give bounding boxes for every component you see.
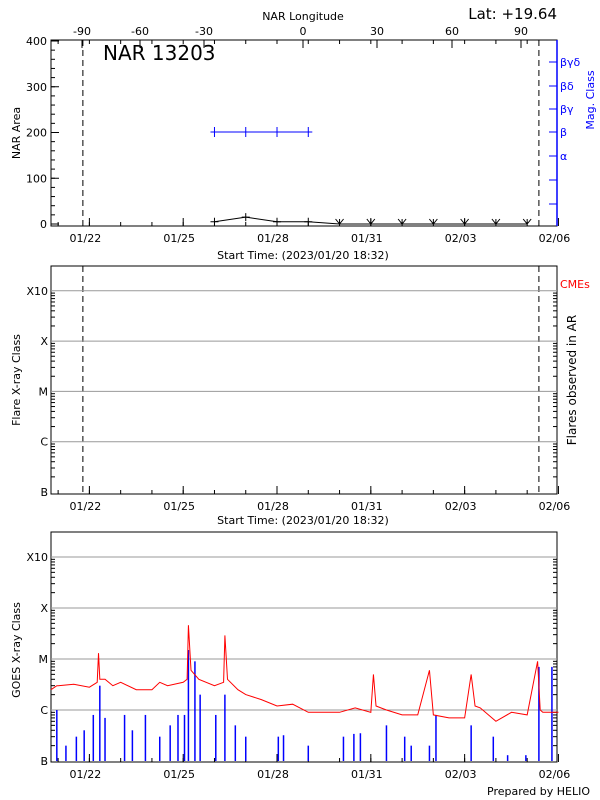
y-tick-label: 300 xyxy=(26,81,47,94)
panel1-y2label: Mag. Class xyxy=(584,70,597,129)
mag-class-label: β xyxy=(560,126,567,139)
panel2-frame xyxy=(50,265,558,495)
panel3-ylabel: GOES X-ray Class xyxy=(10,602,23,698)
y-tick-label: M xyxy=(39,653,49,666)
y-tick-label: 0 xyxy=(40,218,47,231)
x-tick-label: 02/06 xyxy=(539,768,571,781)
nar-area-point xyxy=(273,217,282,226)
nar-area-zero-marker xyxy=(335,218,344,225)
y-tick-label: X10 xyxy=(26,551,48,564)
x-tick-label: 02/03 xyxy=(445,232,477,245)
x-tick-label: 01/31 xyxy=(351,232,383,245)
panel1-ylabel: NAR Area xyxy=(10,107,23,159)
x-tick-label: 01/28 xyxy=(257,232,289,245)
y-tick-label: B xyxy=(40,755,48,768)
footer-credit: Prepared by HELIO xyxy=(487,785,590,798)
x-tick-label: 01/22 xyxy=(70,500,102,513)
x-tick-label: 01/31 xyxy=(351,500,383,513)
top-tick-label: -60 xyxy=(131,25,149,38)
top-tick-label: -90 xyxy=(73,25,91,38)
nar-area-zero-marker xyxy=(428,218,438,225)
nar-area-zero-marker xyxy=(366,218,376,225)
x-tick-label: 02/03 xyxy=(445,768,477,781)
y-tick-label: X xyxy=(40,602,48,615)
mag-class-point xyxy=(304,127,313,137)
x-tick-label: 01/22 xyxy=(70,232,102,245)
nar-area-point xyxy=(241,213,250,222)
panel2-xlabel: Start Time: (2023/01/20 18:32) xyxy=(217,514,389,527)
top-tick-label: 90 xyxy=(514,25,528,38)
goes-flux-line xyxy=(50,625,559,722)
x-tick-label: 01/22 xyxy=(70,768,102,781)
panel3-frame xyxy=(50,531,558,763)
y-tick-label: 100 xyxy=(26,172,47,185)
x-tick-label: 01/25 xyxy=(163,232,195,245)
mag-class-label: α xyxy=(560,150,567,163)
y-tick-label: M xyxy=(39,385,49,398)
nar-area-zero-marker xyxy=(460,218,470,225)
panel1-xlabel: Start Time: (2023/01/20 18:32) xyxy=(217,249,389,262)
x-tick-label: 02/06 xyxy=(539,500,571,513)
region-title: NAR 13203 xyxy=(103,41,216,65)
cme-legend: CMEs xyxy=(560,278,590,291)
top-axis-title: NAR Longitude xyxy=(262,10,344,23)
nar-area-point xyxy=(210,217,219,226)
x-tick-label: 01/28 xyxy=(257,500,289,513)
top-tick-label: -30 xyxy=(195,25,213,38)
mag-class-label: βγ xyxy=(560,103,574,116)
nar-area-zero-marker xyxy=(397,218,407,225)
panel2-y2label: Flares observed in AR xyxy=(565,315,579,445)
nar-area-zero-marker xyxy=(491,218,501,225)
x-tick-label: 01/25 xyxy=(163,768,195,781)
y-tick-label: C xyxy=(40,436,48,449)
latitude-label: Lat: +19.64 xyxy=(468,5,557,23)
y-tick-label: X xyxy=(40,335,48,348)
y-tick-label: B xyxy=(40,486,48,499)
x-tick-label: 02/03 xyxy=(445,500,477,513)
nar-area-point xyxy=(304,217,313,226)
top-tick-label: 30 xyxy=(370,25,384,38)
top-tick-label: 0 xyxy=(300,25,307,38)
mag-class-point xyxy=(273,127,282,137)
y-tick-label: X10 xyxy=(26,285,48,298)
x-tick-label: 02/06 xyxy=(539,232,571,245)
top-tick-label: 60 xyxy=(445,25,459,38)
x-tick-label: 01/31 xyxy=(351,768,383,781)
y-tick-label: 200 xyxy=(26,127,47,140)
panel1-frame xyxy=(50,39,558,227)
x-tick-label: 01/28 xyxy=(257,768,289,781)
mag-class-point xyxy=(210,127,219,137)
x-tick-label: 01/25 xyxy=(163,500,195,513)
y-tick-label: C xyxy=(40,704,48,717)
y-tick-label: 400 xyxy=(26,35,47,48)
mag-class-label: βδ xyxy=(560,80,574,93)
mag-class-point xyxy=(241,127,250,137)
nar-area-zero-marker xyxy=(522,218,532,225)
mag-class-label: βγδ xyxy=(560,56,581,69)
panel2-ylabel: Flare X-ray Class xyxy=(10,334,23,426)
